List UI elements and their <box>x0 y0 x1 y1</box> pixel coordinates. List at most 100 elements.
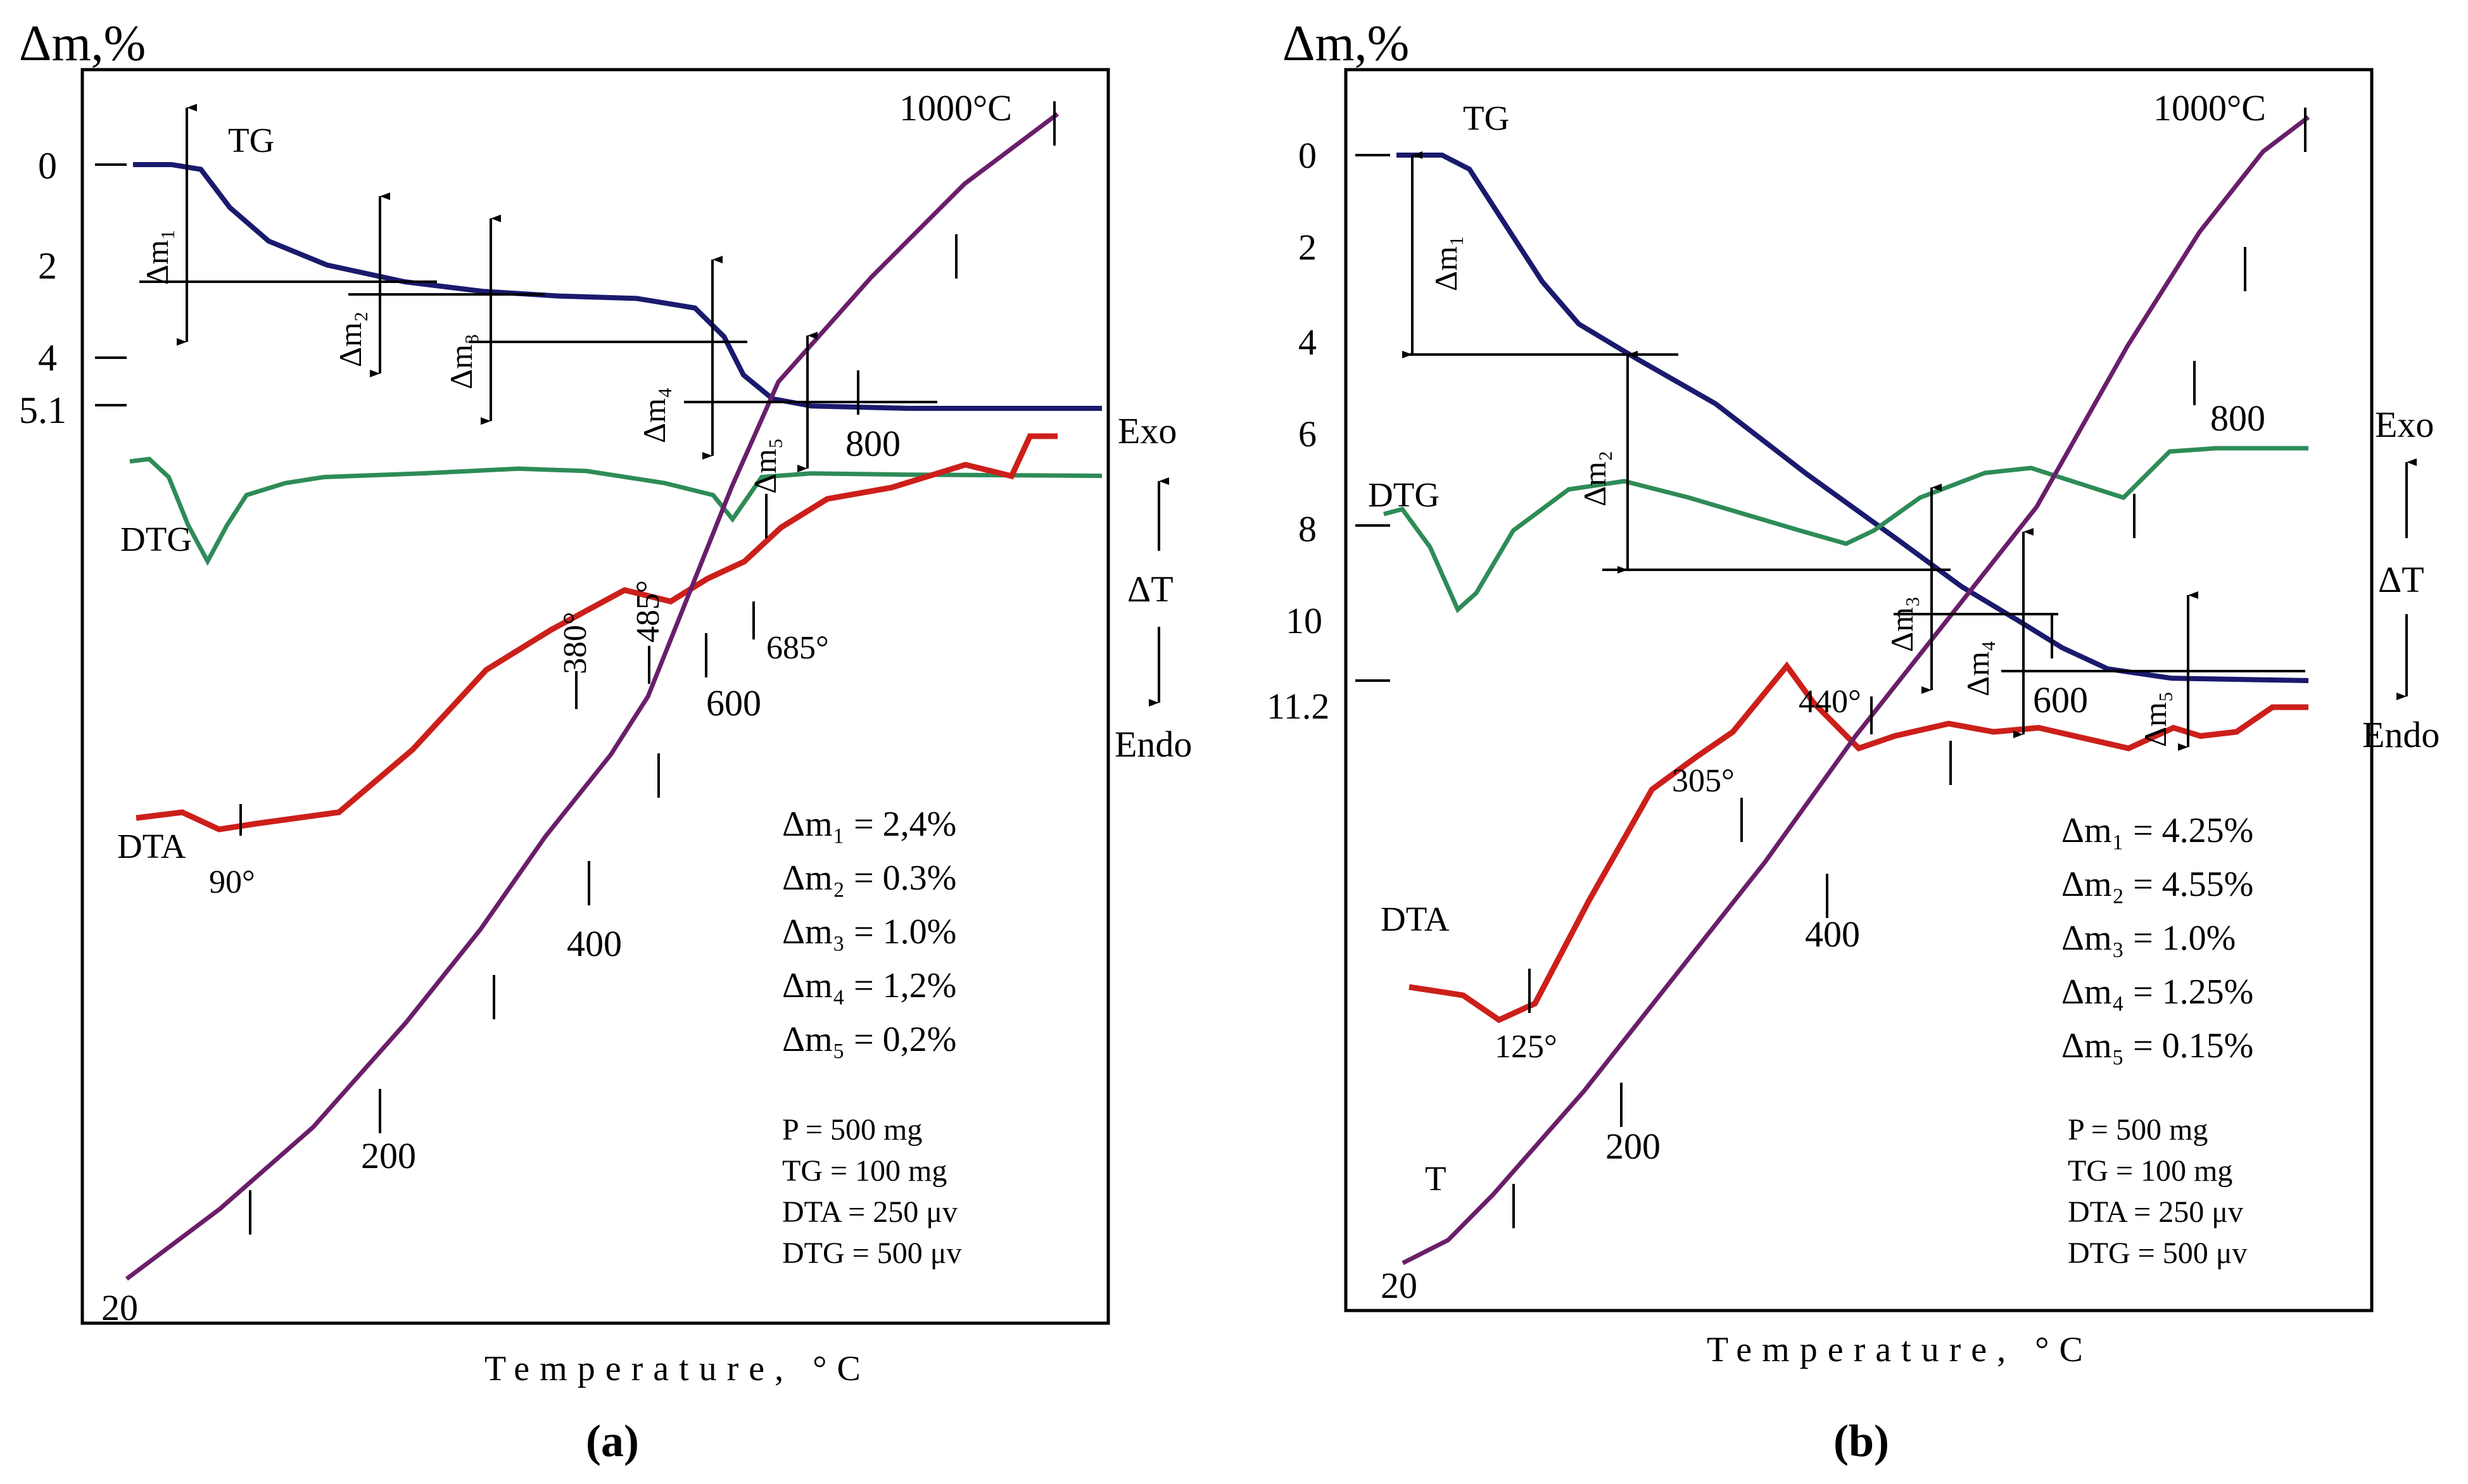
panel-a-dtg-label: DTG <box>120 520 192 558</box>
step-label-dm3: Δm₃ <box>443 334 479 389</box>
y-tick-label: 8 <box>1298 508 1317 550</box>
mass-loss-5: Δm₅ = 0,2% <box>782 1020 956 1059</box>
delta-t-label-b: ΔT <box>2378 559 2424 600</box>
panel-a-dta-peaks <box>239 601 755 836</box>
peak-125: 125° <box>1495 1029 1557 1065</box>
exo-label-b: Exo <box>2375 404 2434 445</box>
panel-a-t-labels: 20 200 400 600 800 1000°C <box>101 87 1012 1328</box>
y-tick-label: 6 <box>1298 413 1317 455</box>
panel-b-xlabel: Temperature, °C <box>1707 1330 2093 1369</box>
panel-b-tg-curve <box>1396 153 2309 683</box>
panel-b-dtg-label: DTG <box>1368 475 1440 514</box>
y-tick-label: 2 <box>38 245 57 287</box>
panel-a-dta-curve <box>136 433 1058 833</box>
step-label-dm5: Δm₅ <box>747 438 783 494</box>
step-label-dm5: Δm₅ <box>2137 691 2173 747</box>
step-label-dm1: Δm₁ <box>1428 236 1464 291</box>
t-label-1000: 1000°C <box>2153 87 2266 129</box>
panel-a-dtg-curve <box>129 456 1103 566</box>
panel-b-frame <box>1344 68 2374 1312</box>
panel-a: Δm,% 0 2 4 5.1 Δm₁ Δm₂ <box>19 16 1110 1466</box>
panel-b-t-labels: 20 200 400 600 800 1000°C <box>1381 87 2266 1306</box>
panel-a-t-ticks <box>249 101 1056 1235</box>
peak-440: 440° <box>1799 684 1861 720</box>
condition-2: TG = 100 mg <box>782 1154 947 1188</box>
y-tick-label: 2 <box>1298 227 1317 268</box>
condition-3: DTA = 250 μv <box>2068 1195 2243 1229</box>
endo-label-a: Endo <box>1115 724 1192 765</box>
y-tick-label: 11.2 <box>1267 686 1329 727</box>
panel-b-dta-label: DTA <box>1381 900 1450 938</box>
mass-loss-3: Δm₃ = 1.0% <box>782 912 956 952</box>
peak-90: 90° <box>209 864 255 900</box>
peak-685: 685° <box>766 630 829 666</box>
condition-3: DTA = 250 μv <box>782 1195 958 1229</box>
panel-b-step-labels: Δm₁ Δm₂ Δm₃ Δm₄ Δm₅ <box>1428 236 2173 747</box>
t-label-400: 400 <box>567 923 622 964</box>
t-label-200: 200 <box>361 1135 416 1176</box>
side-scale-b: Exo ΔT Endo <box>2362 404 2440 755</box>
panel-b-caption: (b) <box>1833 1416 1889 1466</box>
t-label-20: 20 <box>101 1287 138 1328</box>
panel-a-conditions: P = 500 mg TG = 100 mg DTA = 250 μv DTG … <box>782 1113 961 1270</box>
peak-380: 380° <box>557 612 593 674</box>
mass-loss-4: Δm₄ = 1.25% <box>2061 972 2253 1012</box>
mass-loss-2: Δm₂ = 0.3% <box>782 858 956 898</box>
panel-a-xlabel: Temperature, °C <box>484 1349 871 1388</box>
peak-485: 485° <box>630 580 666 643</box>
delta-t-label-a: ΔT <box>1127 569 1174 610</box>
y-tick-label: 10 <box>1286 600 1322 641</box>
side-scale-a: Exo ΔT Endo <box>1115 410 1192 765</box>
panel-a-mass-loss-list: Δm₁ = 2,4% Δm₂ = 0.3% Δm₃ = 1.0% Δm₄ = 1… <box>782 805 956 1059</box>
mass-loss-2: Δm₂ = 4.55% <box>2061 865 2253 904</box>
panel-a-step-labels: Δm₁ Δm₂ Δm₃ Δm₄ Δm₅ <box>139 229 783 494</box>
t-label-20: 20 <box>1381 1265 1417 1306</box>
panel-b-y-ticks: 0 2 4 6 8 10 11.2 <box>1267 135 1390 727</box>
panel-a-ylabel: Δm,% <box>19 16 146 72</box>
peak-305: 305° <box>1672 763 1735 799</box>
step-label-dm1: Δm₁ <box>139 229 175 285</box>
panel-b-dta-peaks <box>1528 696 1873 1013</box>
mass-loss-3: Δm₃ = 1.0% <box>2061 919 2236 958</box>
panel-b-ylabel: Δm,% <box>1282 16 1409 72</box>
mass-loss-4: Δm₄ = 1,2% <box>782 966 956 1005</box>
panel-b-dtg-curve <box>1383 446 2308 613</box>
y-tick-label: 4 <box>38 337 57 379</box>
step-label-dm2: Δm₂ <box>1577 451 1612 506</box>
panel-b: Δm,% 0 2 4 6 8 10 11.2 <box>1267 16 2374 1466</box>
condition-4: DTG = 500 μv <box>782 1236 961 1270</box>
step-label-dm2: Δm₂ <box>332 311 368 367</box>
condition-4: DTG = 500 μv <box>2068 1236 2247 1270</box>
mass-loss-1: Δm₁ = 4.25% <box>2061 811 2253 850</box>
mass-loss-5: Δm₅ = 0.15% <box>2061 1026 2253 1066</box>
panel-a-t-curve <box>125 112 1060 1281</box>
panel-b-tg-label: TG <box>1463 99 1509 137</box>
panel-a-step-lines <box>139 104 937 472</box>
panel-b-t-label: T <box>1425 1159 1446 1198</box>
panel-b-mass-loss-list: Δm₁ = 4.25% Δm₂ = 4.55% Δm₃ = 1.0% Δm₄ =… <box>2061 811 2253 1066</box>
step-label-dm4: Δm₄ <box>1960 641 1996 696</box>
panel-a-frame <box>80 68 1110 1325</box>
condition-1: P = 500 mg <box>782 1113 922 1147</box>
panel-b-dta-peak-labels: 125° 305° 440° <box>1495 684 1861 1065</box>
panel-a-dta-peak-labels: 90° 380° 485° 685° <box>209 580 829 900</box>
exo-label-a: Exo <box>1118 410 1177 451</box>
condition-2: TG = 100 mg <box>2068 1154 2232 1188</box>
t-label-800: 800 <box>845 423 901 464</box>
panel-b-step-lines <box>1402 151 2305 751</box>
step-label-dm4: Δm₄ <box>636 387 672 443</box>
t-label-1000: 1000°C <box>899 87 1012 129</box>
t-label-600: 600 <box>2033 679 2088 720</box>
y-tick-label: 5.1 <box>19 389 66 431</box>
panel-a-tg-label: TG <box>228 121 274 160</box>
t-label-200: 200 <box>1605 1126 1661 1167</box>
panel-a-y-ticks: 0 2 4 5.1 <box>19 145 127 431</box>
y-tick-label: 0 <box>1298 135 1317 176</box>
y-tick-label: 0 <box>38 145 57 187</box>
panel-a-caption: (a) <box>586 1416 639 1466</box>
panel-a-dta-label: DTA <box>117 827 186 865</box>
y-tick-label: 4 <box>1298 322 1317 363</box>
endo-label-b: Endo <box>2362 714 2440 755</box>
panel-b-t-curve <box>1402 115 2310 1266</box>
